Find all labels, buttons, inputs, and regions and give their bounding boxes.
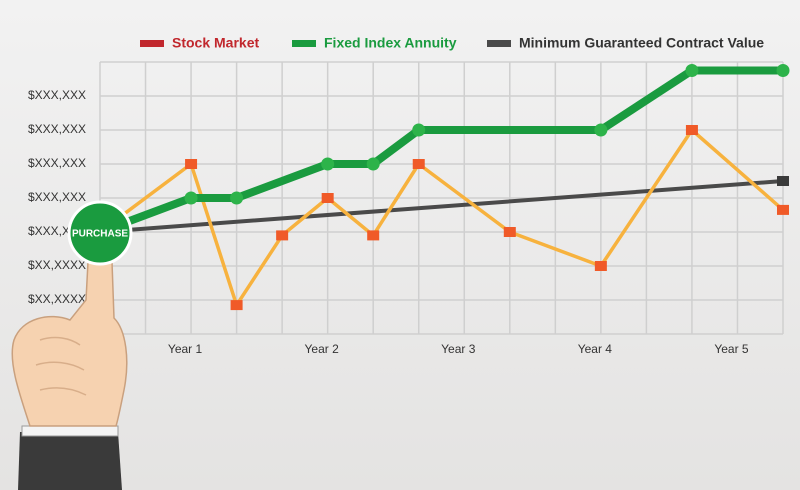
y-tick-label: $XXX,XXX [28, 88, 86, 102]
series-line [98, 179, 785, 234]
marker [777, 176, 789, 186]
x-tick-label: Year 3 [441, 342, 476, 356]
x-tick-label: Year 4 [578, 342, 613, 356]
marker [321, 193, 334, 203]
y-tick-label: $XXX,XXX [28, 190, 86, 204]
marker [230, 191, 244, 205]
x-tick-label: Year 2 [305, 342, 340, 356]
marker [594, 123, 608, 137]
marker [776, 64, 790, 77]
marker [503, 227, 516, 237]
marker [276, 230, 289, 241]
y-tick-label: $XXX,XXX [28, 156, 86, 170]
marker [185, 159, 198, 169]
y-tick-label: $XXX,XXX [28, 122, 86, 136]
marker [184, 191, 198, 205]
marker [685, 125, 698, 135]
marker [685, 64, 699, 77]
plot-area: $XX,XXXX $XX,XXXX $XXX,X $XXX,XXX $XXX,XXX $X… [28, 35, 790, 356]
legend-label: Minimum Guaranteed Contract Value [519, 35, 764, 51]
button-label: PURCHASE [72, 229, 128, 240]
x-tick-label: Year 1 [168, 342, 203, 356]
y-tick-label: $XX,XXXX [28, 292, 86, 306]
marker [412, 123, 426, 137]
purchase-button[interactable]: PURCHASE [67, 200, 133, 266]
marker [230, 300, 243, 311]
y-tick-label: $XXX,X [28, 224, 70, 238]
marker [412, 159, 425, 169]
legend-swatch [292, 40, 316, 47]
marker [366, 157, 380, 171]
marker [367, 230, 380, 241]
legend-label: Stock Market [172, 35, 259, 51]
legend-swatch [487, 40, 511, 47]
marker [777, 204, 789, 215]
marker [594, 261, 607, 271]
legend-label: Fixed Index Annuity [324, 35, 457, 51]
x-tick-label: Year 5 [714, 342, 749, 356]
marker [321, 157, 335, 171]
legend-swatch [140, 40, 164, 47]
y-tick-label: $XX,XXXX [28, 258, 86, 272]
